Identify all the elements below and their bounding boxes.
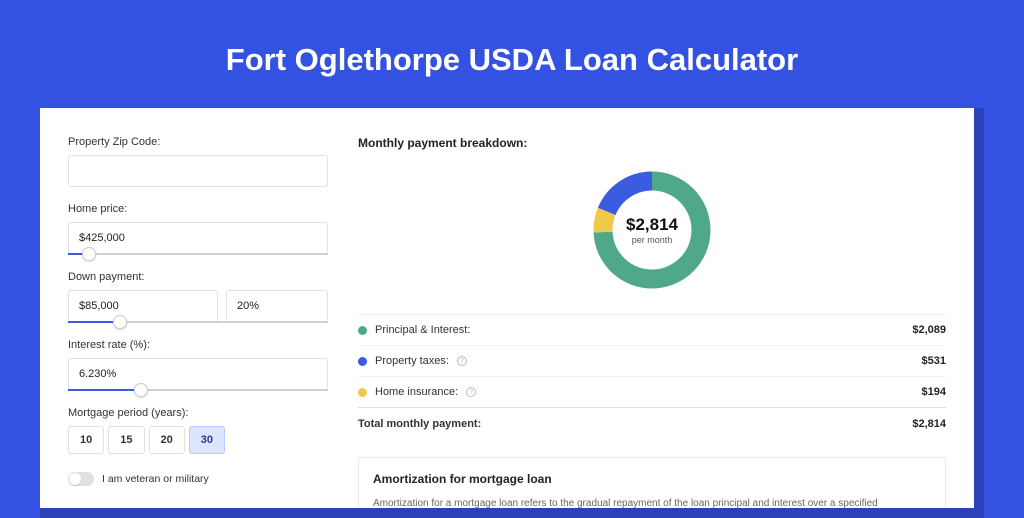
breakdown-panel: Monthly payment breakdown: $2,814 per mo… bbox=[358, 136, 946, 508]
interest-rate-field: Interest rate (%): bbox=[68, 339, 328, 391]
donut-amount: $2,814 bbox=[626, 215, 678, 235]
down-payment-percent-input[interactable] bbox=[226, 290, 328, 322]
amortization-body: Amortization for a mortgage loan refers … bbox=[373, 496, 931, 508]
veteran-row: I am veteran or military bbox=[68, 472, 328, 486]
calculator-card: Property Zip Code: Home price: Down paym… bbox=[40, 108, 974, 508]
donut-center: $2,814 per month bbox=[626, 215, 678, 245]
legend-value: $531 bbox=[922, 355, 946, 367]
slider-fill bbox=[68, 389, 141, 391]
down-payment-field: Down payment: bbox=[68, 271, 328, 323]
mortgage-period-segmented: 10 15 20 30 bbox=[68, 426, 328, 454]
page-title: Fort Oglethorpe USDA Loan Calculator bbox=[0, 0, 1024, 108]
legend-value: $2,089 bbox=[912, 324, 946, 336]
slider-thumb[interactable] bbox=[113, 315, 127, 329]
home-price-field: Home price: bbox=[68, 203, 328, 255]
dot-icon bbox=[358, 357, 367, 366]
dot-icon bbox=[358, 326, 367, 335]
period-option-20[interactable]: 20 bbox=[149, 426, 185, 454]
form-panel: Property Zip Code: Home price: Down paym… bbox=[68, 136, 328, 508]
legend-label: Principal & Interest: bbox=[375, 324, 470, 336]
zip-input[interactable] bbox=[68, 155, 328, 187]
total-value: $2,814 bbox=[912, 418, 946, 430]
period-option-10[interactable]: 10 bbox=[68, 426, 104, 454]
legend-label: Home insurance: bbox=[375, 386, 458, 398]
veteran-toggle[interactable] bbox=[68, 472, 94, 486]
period-option-30[interactable]: 30 bbox=[189, 426, 225, 454]
mortgage-period-label: Mortgage period (years): bbox=[68, 407, 328, 419]
zip-field: Property Zip Code: bbox=[68, 136, 328, 187]
veteran-label: I am veteran or military bbox=[102, 473, 209, 485]
down-payment-amount-input[interactable] bbox=[68, 290, 218, 322]
interest-rate-label: Interest rate (%): bbox=[68, 339, 328, 351]
slider-thumb[interactable] bbox=[82, 247, 96, 261]
dot-icon bbox=[358, 388, 367, 397]
down-payment-label: Down payment: bbox=[68, 271, 328, 283]
home-price-label: Home price: bbox=[68, 203, 328, 215]
period-option-15[interactable]: 15 bbox=[108, 426, 144, 454]
zip-label: Property Zip Code: bbox=[68, 136, 328, 148]
legend-row-insurance: Home insurance: ? $194 bbox=[358, 376, 946, 407]
card-shadow: Property Zip Code: Home price: Down paym… bbox=[40, 108, 984, 518]
interest-rate-input[interactable] bbox=[68, 358, 328, 390]
breakdown-title: Monthly payment breakdown: bbox=[358, 136, 946, 150]
total-label: Total monthly payment: bbox=[358, 418, 481, 430]
down-payment-slider[interactable] bbox=[68, 321, 328, 323]
interest-rate-slider[interactable] bbox=[68, 389, 328, 391]
home-price-slider[interactable] bbox=[68, 253, 328, 255]
legend-row-taxes: Property taxes: ? $531 bbox=[358, 345, 946, 376]
slider-thumb[interactable] bbox=[134, 383, 148, 397]
legend-value: $194 bbox=[922, 386, 946, 398]
mortgage-period-field: Mortgage period (years): 10 15 20 30 bbox=[68, 407, 328, 454]
amortization-title: Amortization for mortgage loan bbox=[373, 472, 931, 486]
home-price-input[interactable] bbox=[68, 222, 328, 254]
legend-label: Property taxes: bbox=[375, 355, 449, 367]
payment-donut-chart: $2,814 per month bbox=[588, 166, 716, 294]
donut-sub: per month bbox=[626, 235, 678, 245]
donut-wrap: $2,814 per month bbox=[358, 166, 946, 294]
page-frame: Fort Oglethorpe USDA Loan Calculator Pro… bbox=[0, 0, 1024, 512]
info-icon[interactable]: ? bbox=[457, 356, 467, 366]
amortization-section: Amortization for mortgage loan Amortizat… bbox=[358, 457, 946, 508]
legend-row-total: Total monthly payment: $2,814 bbox=[358, 407, 946, 439]
info-icon[interactable]: ? bbox=[466, 387, 476, 397]
legend-row-pi: Principal & Interest: $2,089 bbox=[358, 314, 946, 345]
